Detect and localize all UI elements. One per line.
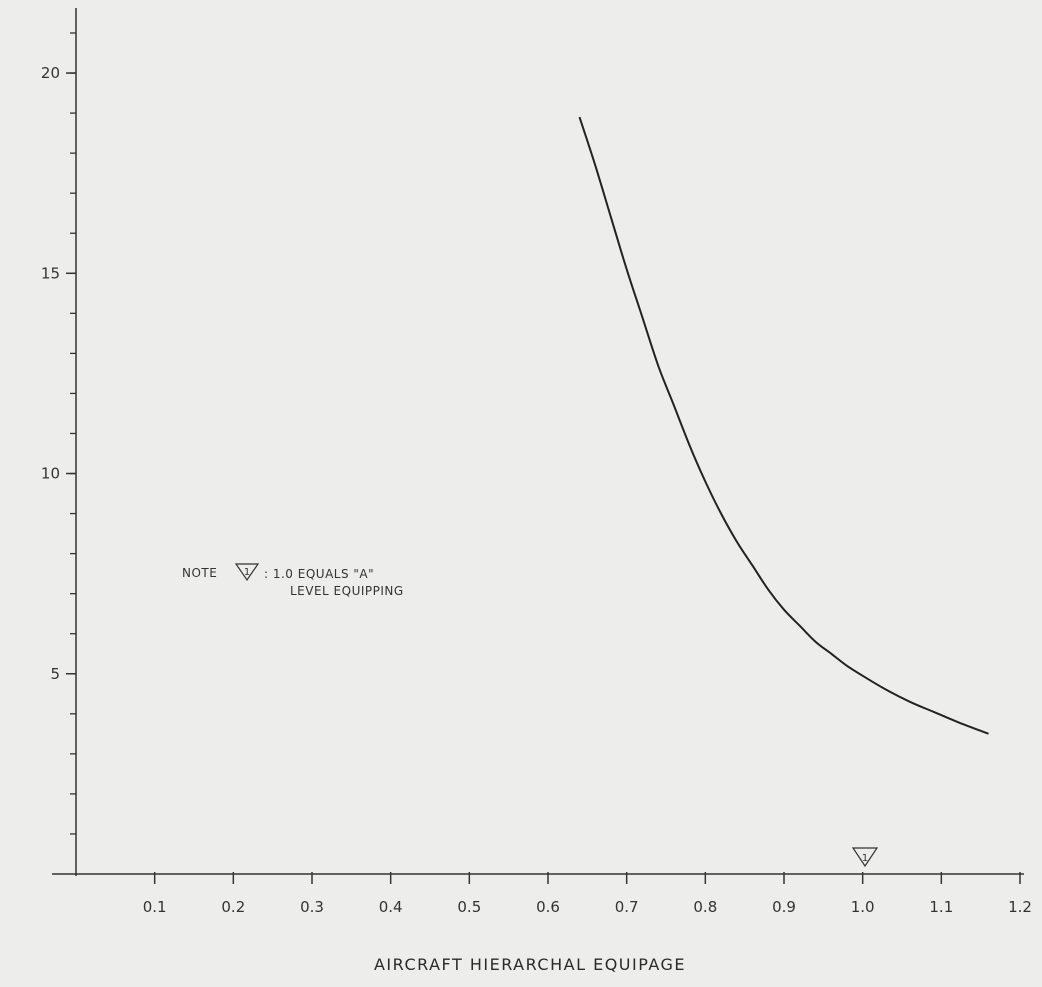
x-tick-label: 0.6 — [536, 898, 560, 916]
note-triangle-icon — [234, 563, 260, 582]
triangle-marker-icon — [851, 847, 879, 868]
x-axis-marker-label: 1 — [862, 853, 868, 864]
x-tick-label: 0.4 — [379, 898, 403, 916]
data-curve — [578, 116, 989, 735]
x-tick-label: 0.8 — [693, 898, 717, 916]
x-ticks: 0.1 0.2 0.3 0.4 0.5 0.6 0.7 0.8 0.9 1.0 1.1 1.2 — [143, 872, 1032, 916]
x-tick-label: 1.1 — [929, 898, 953, 916]
y-tick-label: 10 — [41, 465, 60, 483]
x-tick-label: 0.3 — [300, 898, 324, 916]
note-marker-label: 1 — [244, 567, 250, 578]
x-tick-label: 1.2 — [1008, 898, 1032, 916]
y-ticks: 5 10 15 20 — [41, 64, 76, 683]
x-tick-label: 0.7 — [615, 898, 639, 916]
x-tick-label: 0.9 — [772, 898, 796, 916]
note-line-2: LEVEL EQUIPPING — [290, 584, 404, 598]
note-line-1: : 1.0 EQUALS "A" — [264, 567, 374, 581]
x-axis-label: AIRCRAFT HIERARCHAL EQUIPAGE — [374, 955, 686, 974]
note: NOTE 1 : 1.0 EQUALS "A" LEVEL EQUIPPING — [182, 563, 404, 598]
x-tick-label: 0.1 — [143, 898, 167, 916]
note-prefix: NOTE — [182, 566, 217, 580]
x-axis-marker: 1 — [851, 847, 879, 868]
x-tick-label: 0.5 — [457, 898, 481, 916]
y-minor-ticks — [70, 32, 76, 835]
axes — [52, 8, 1024, 876]
y-tick-label: 5 — [50, 665, 60, 683]
x-tick-label: 1.0 — [851, 898, 875, 916]
y-tick-label: 20 — [41, 64, 60, 82]
x-tick-label: 0.2 — [221, 898, 245, 916]
y-tick-label: 15 — [41, 264, 60, 282]
